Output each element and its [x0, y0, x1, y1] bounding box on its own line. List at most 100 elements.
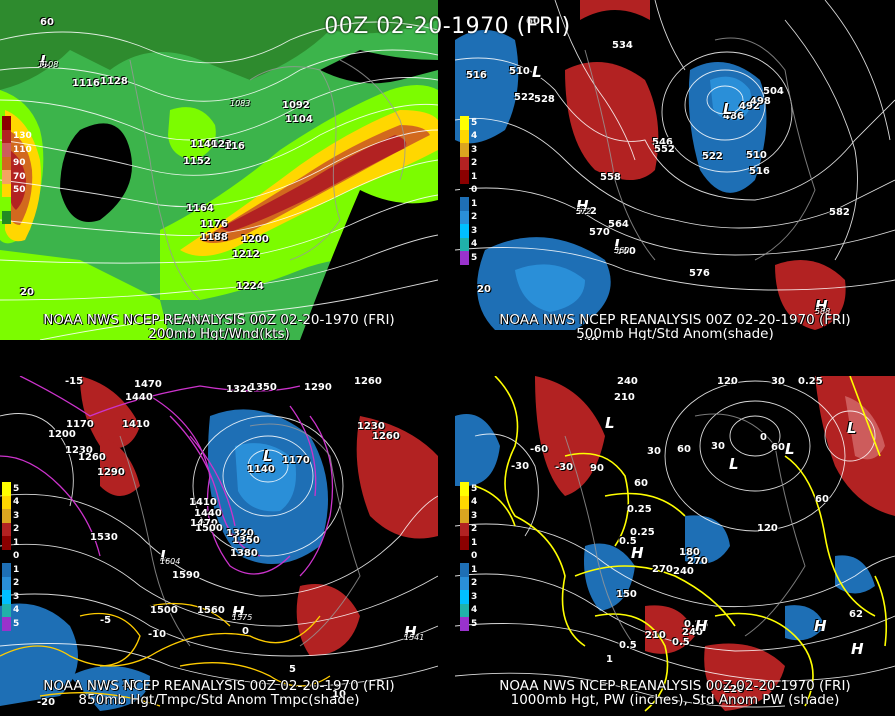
contour-label: 1164 — [186, 203, 214, 214]
legend-swatch — [2, 590, 11, 604]
legend-std-anomaly: 5 4 3 2 1 0 1 2 3 4 5 — [460, 482, 477, 631]
legend-row: 5 — [460, 482, 477, 496]
panel-850mb-height-temp[interactable]: 5 4 3 2 1 0 1 2 3 4 5 NOAA NWS NCEP REAN… — [0, 376, 438, 716]
low-pressure-marker: L — [723, 100, 733, 118]
legend-swatch — [2, 509, 11, 523]
legend-row — [2, 210, 32, 224]
contour-label: 522 — [702, 151, 723, 162]
legend-swatch — [460, 522, 469, 536]
contour-label: 0.25 — [684, 619, 709, 630]
legend-row: 3 — [2, 590, 19, 604]
legend-row: 4 — [2, 495, 19, 509]
legend-row: 1 — [460, 563, 477, 577]
high-pressure-marker: H — [851, 640, 864, 658]
legend-swatch — [2, 617, 11, 631]
contour-label: 1290 — [304, 382, 332, 393]
legend-row: 1 — [2, 536, 19, 550]
contour-label: 1560 — [197, 605, 225, 616]
legend-swatch — [2, 183, 11, 197]
legend-label: 110 — [13, 144, 32, 155]
contour-label: 576 — [689, 268, 710, 279]
legend-label: 130 — [13, 131, 32, 142]
contour-label: 1230 — [357, 421, 385, 432]
legend-swatch — [460, 482, 469, 496]
legend-label: 0 — [471, 185, 478, 196]
contour-label: 1260 — [372, 431, 400, 442]
high-pressure-marker: H — [695, 617, 708, 635]
contour-label: 1320 — [226, 528, 254, 539]
contour-label: 0 — [242, 626, 249, 637]
legend-label: 2 — [471, 524, 478, 535]
legend-swatch — [460, 617, 469, 631]
contour-label: 270 — [687, 556, 708, 567]
contour-label: 1440 — [194, 508, 222, 519]
contour-label: 62 — [849, 609, 863, 620]
panel-caption-line2: 1000mb Hgt, PW (inches), Std Anom PW (sh… — [510, 692, 840, 708]
low-pressure-value: 1604 — [160, 557, 181, 566]
contour-label: 570 — [589, 227, 610, 238]
legend-label: 1 — [471, 537, 478, 548]
contour-label: 1092 — [282, 100, 310, 111]
legend-swatch — [460, 116, 469, 130]
legend-swatch — [2, 197, 11, 211]
legend-row: 2 — [2, 522, 19, 536]
contour-label: 120 — [723, 684, 744, 695]
high-pressure-value: 1541 — [404, 633, 425, 642]
legend-row: 2 — [460, 576, 477, 590]
legend-row: 4 — [460, 237, 477, 251]
legend-wind-speed: 130 110 90 70 50 — [2, 116, 32, 224]
legend-label: 5 — [13, 483, 20, 494]
legend-swatch — [460, 183, 469, 197]
contour-label: 1470 — [134, 379, 162, 390]
panel-1000mb-height-pw[interactable]: 5 4 3 2 1 0 1 2 3 4 5 NOAA NWS NCEP REAN… — [455, 376, 895, 716]
contour-label: 60 — [815, 494, 829, 505]
contour-label: 1530 — [90, 532, 118, 543]
panel-200mb-height-wind[interactable]: 130 110 90 70 50 NOAA NWS NCEP REANALYSI… — [0, 0, 438, 340]
legend-row: 5 — [2, 482, 19, 496]
contour-label: 1200 — [241, 234, 269, 245]
legend-swatch — [460, 603, 469, 617]
contour-label: 0.5 — [672, 637, 690, 648]
contour-label: 1212 — [232, 249, 260, 260]
contour-label: 60 — [526, 16, 540, 27]
panel-500mb-height-anomaly[interactable]: 5 4 3 2 1 0 1 2 3 4 5 NOAA NWS NCEP REAN… — [455, 0, 895, 340]
legend-swatch — [2, 603, 11, 617]
legend-row: 70 — [2, 170, 32, 184]
contour-label: 1470 — [190, 518, 218, 529]
contour-label: 510 — [509, 66, 530, 77]
legend-row: 5 — [460, 116, 477, 130]
contour-label: 20 — [20, 287, 34, 298]
legend-row: 1 — [460, 536, 477, 550]
low-pressure-value: 1108 — [38, 60, 59, 69]
legend-row: 1 — [460, 197, 477, 211]
legend-swatch — [2, 482, 11, 496]
contour-label: 1290 — [97, 467, 125, 478]
contour-label: 270 — [652, 564, 673, 575]
contour-label: 0.5 — [619, 640, 637, 651]
legend-label: 4 — [13, 605, 20, 616]
legend-swatch — [2, 116, 11, 130]
contour-label: 1590 — [172, 570, 200, 581]
contour-label: 210 — [645, 630, 666, 641]
contour-label: -30 — [555, 462, 574, 473]
legend-swatch — [460, 590, 469, 604]
panel-caption-line2: 500mb Hgt/Std Anom(shade) — [576, 326, 774, 341]
legend-label: 1 — [471, 171, 478, 182]
contour-label: 116 — [224, 141, 245, 152]
legend-label: 5 — [471, 483, 478, 494]
contour-label: -15 — [65, 376, 84, 387]
legend-swatch — [460, 170, 469, 184]
contour-label: 0.25 — [627, 504, 652, 515]
contour-label: 582 — [829, 207, 850, 218]
contour-label: 1500 — [150, 605, 178, 616]
high-pressure-marker: H — [815, 297, 828, 315]
legend-label: 4 — [471, 497, 478, 508]
low-pressure-marker: L — [605, 414, 615, 432]
contour-label: 90 — [590, 463, 604, 474]
contour-label: 1440 — [125, 392, 153, 403]
contour-label: 1140 — [247, 464, 275, 475]
contour-label: 0.25 — [630, 527, 655, 538]
legend-swatch — [460, 156, 469, 170]
legend-swatch — [2, 495, 11, 509]
panel-caption-line1: NOAA NWS NCEP REANALYSIS 00Z 02-20-1970 … — [499, 678, 851, 694]
